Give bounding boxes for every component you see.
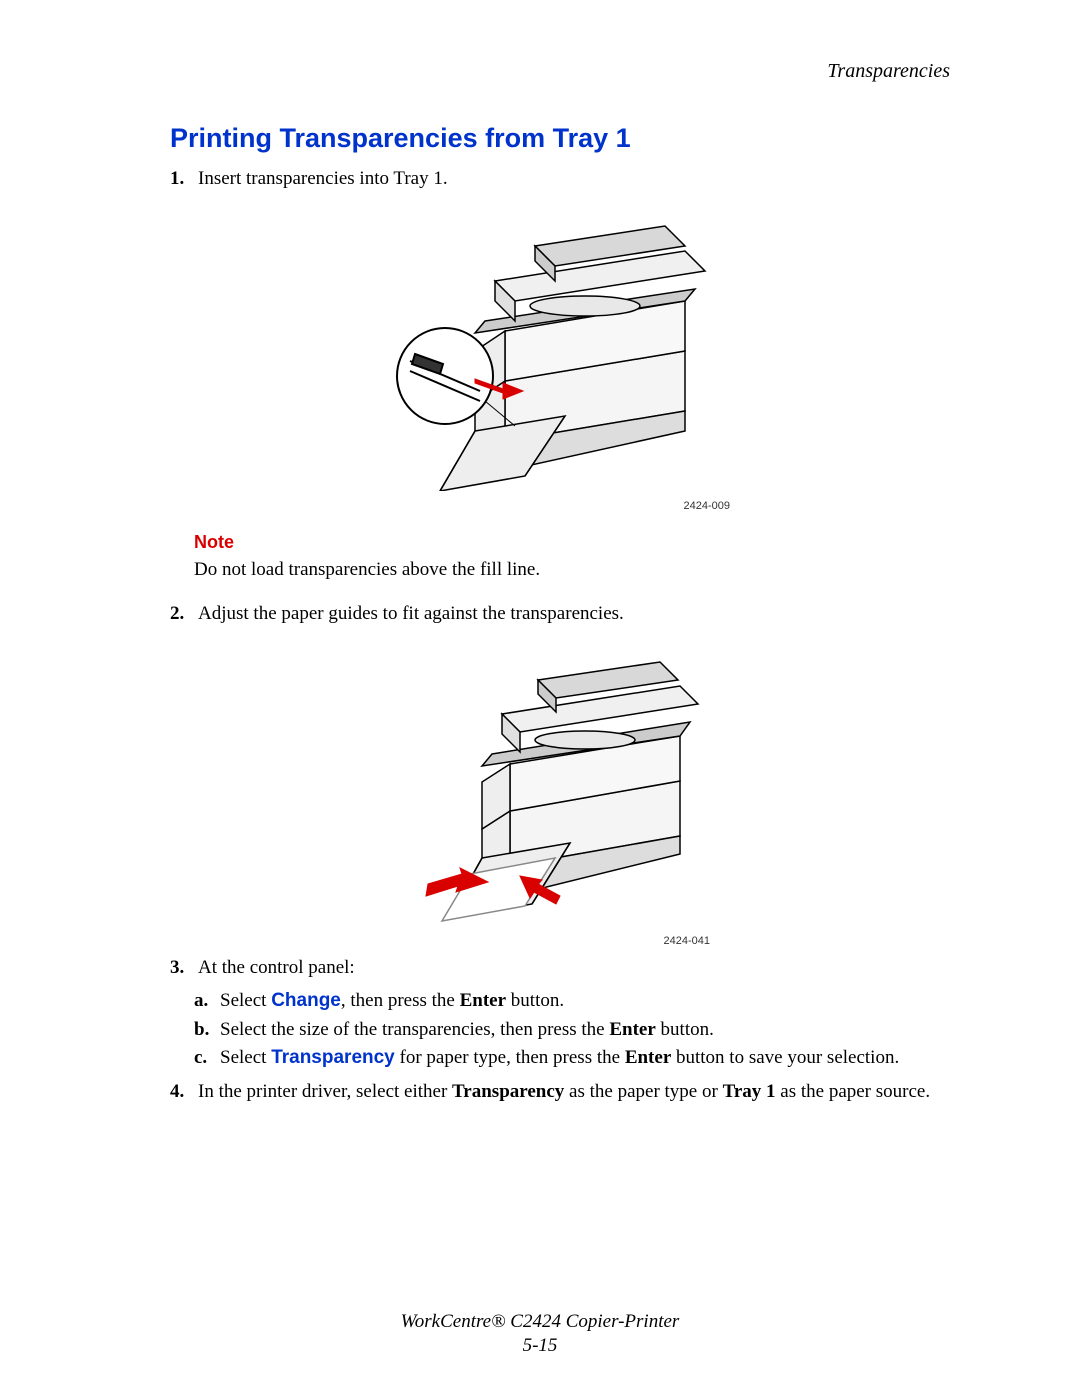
substep-text: Select Transparency for paper type, then…: [220, 1044, 899, 1073]
note-block: Note Do not load transparencies above th…: [194, 532, 960, 584]
step-3: 3. At the control panel:: [170, 955, 960, 982]
substep-number: c.: [194, 1044, 220, 1073]
page-footer: WorkCentre® C2424 Copier-Printer 5-15: [0, 1311, 1080, 1357]
step-text: Adjust the paper guides to fit against t…: [198, 601, 624, 628]
substep-text: Select the size of the transparencies, t…: [220, 1016, 714, 1045]
note-label: Note: [194, 532, 960, 553]
figure-caption: 2424-041: [170, 935, 960, 947]
footer-product: WorkCentre® C2424 Copier-Printer: [0, 1311, 1080, 1333]
step-number: 2.: [170, 601, 198, 628]
substep-a: a. Select Change, then press the Enter b…: [194, 987, 960, 1016]
substep-b: b. Select the size of the transparencies…: [194, 1016, 960, 1045]
step-text: At the control panel:: [198, 955, 355, 982]
substep-number: a.: [194, 987, 220, 1016]
step-text: Insert transparencies into Tray 1.: [198, 166, 448, 193]
main-steps-list: 1. Insert transparencies into Tray 1.: [170, 166, 960, 1105]
step-text: In the printer driver, select either Tra…: [198, 1079, 930, 1106]
step-number: 4.: [170, 1079, 198, 1106]
figure-1: 2424-009: [170, 201, 960, 512]
step-number: 3.: [170, 955, 198, 982]
substeps-list: a. Select Change, then press the Enter b…: [170, 987, 960, 1073]
substep-number: b.: [194, 1016, 220, 1045]
header-section-label: Transparencies: [170, 60, 960, 83]
substep-text: Select Change, then press the Enter butt…: [220, 987, 564, 1016]
step-number: 1.: [170, 166, 198, 193]
note-text: Do not load transparencies above the fil…: [194, 557, 960, 584]
figure-caption: 2424-009: [170, 500, 960, 512]
substep-c: c. Select Transparency for paper type, t…: [194, 1044, 960, 1073]
step-4: 4. In the printer driver, select either …: [170, 1079, 960, 1106]
footer-page-number: 5-15: [0, 1335, 1080, 1357]
step-2: 2. Adjust the paper guides to fit agains…: [170, 601, 960, 628]
section-title: Printing Transparencies from Tray 1: [170, 123, 960, 154]
printer-illustration-1: [385, 201, 745, 491]
step-1: 1. Insert transparencies into Tray 1.: [170, 166, 960, 193]
figure-2: 2424-041: [170, 636, 960, 947]
printer-illustration-2: [410, 636, 720, 926]
